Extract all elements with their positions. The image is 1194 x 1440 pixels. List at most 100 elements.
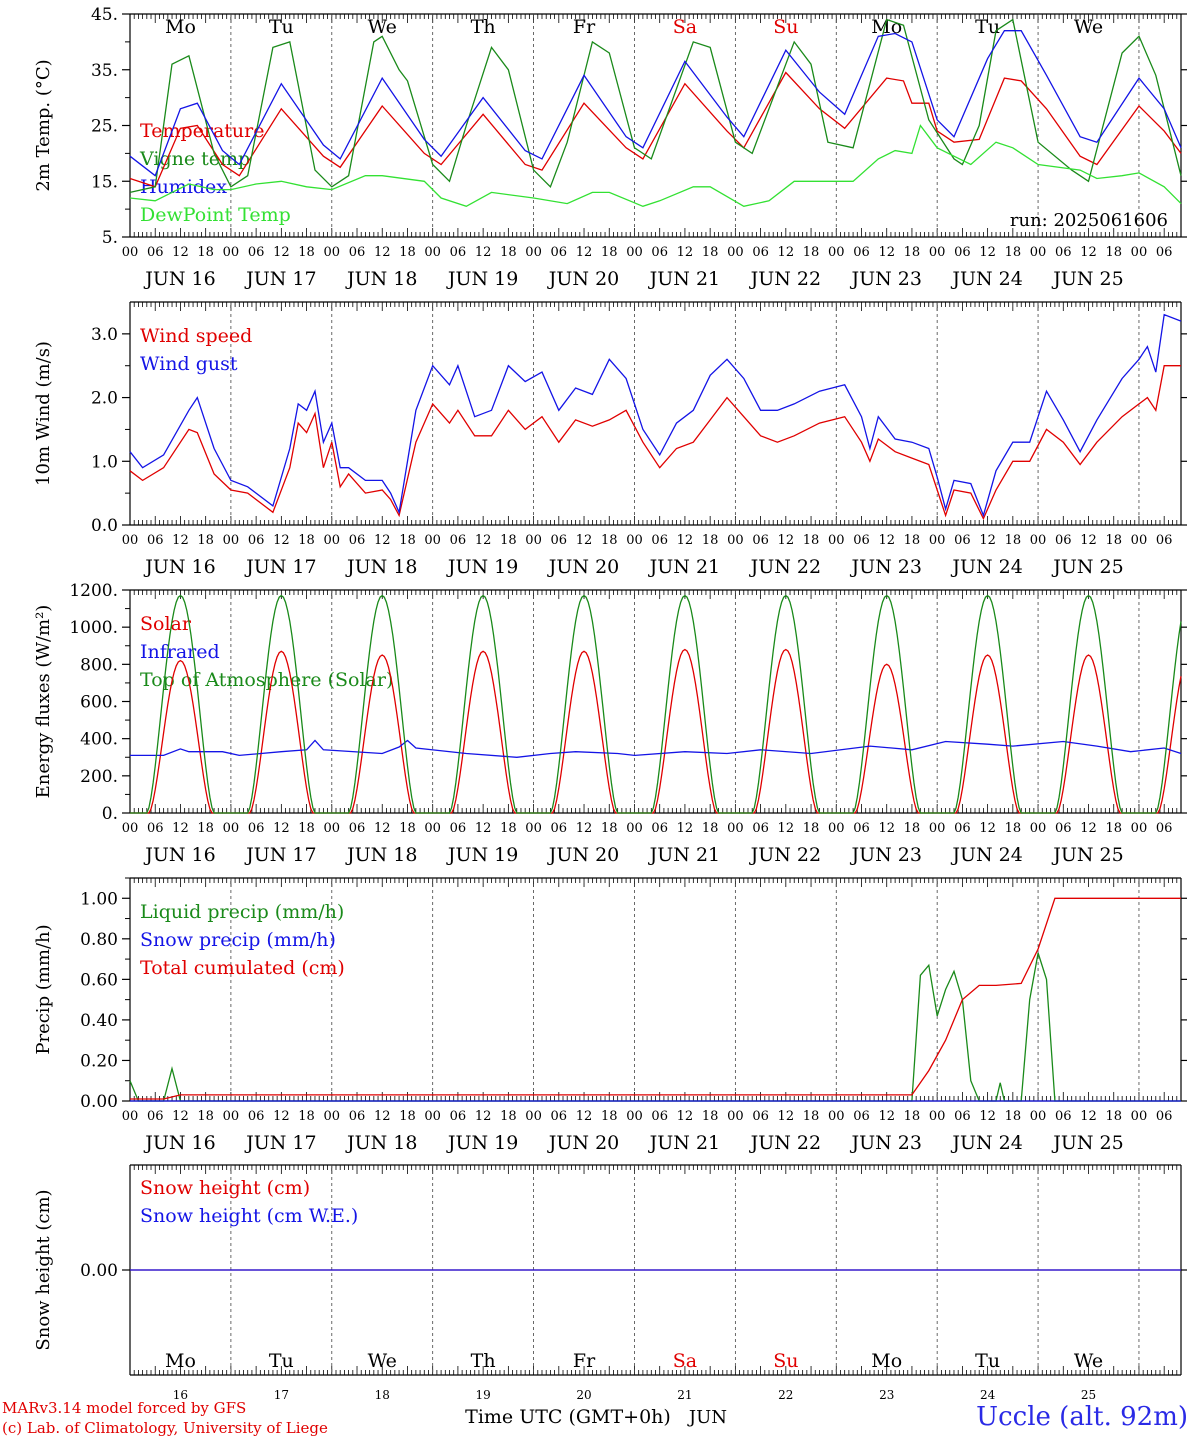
hour-tick-label: 12 [172, 1109, 189, 1124]
hour-tick-label: 06 [752, 821, 769, 836]
hour-tick-label: 00 [424, 533, 441, 548]
weekday-label: We [368, 16, 397, 38]
hour-tick-label: 00 [828, 533, 845, 548]
hour-tick-label: 12 [1080, 533, 1097, 548]
date-label: JUN 22 [749, 844, 821, 866]
hour-tick-label: 00 [727, 533, 744, 548]
hour-tick-label: 00 [929, 1109, 946, 1124]
hour-tick-label: 00 [626, 1109, 643, 1124]
date-label: JUN 20 [547, 268, 619, 290]
hour-tick-label: 12 [778, 533, 795, 548]
hour-tick-label: 12 [677, 245, 694, 260]
day-number-label: 24 [980, 1388, 996, 1402]
date-label: JUN 21 [648, 1132, 720, 1154]
y-axis-label: Precip (mm/h) [33, 924, 54, 1054]
hour-tick-label: 12 [979, 1109, 996, 1124]
legend-entry: Temperature [140, 120, 264, 142]
series-line-red [130, 648, 1182, 814]
day-number-label: 25 [1081, 1388, 1096, 1402]
run-label: run: 2025061606 [1010, 210, 1168, 231]
hour-tick-label: 00 [929, 821, 946, 836]
hour-tick-label: 12 [979, 533, 996, 548]
y-tick-label: 5. [102, 228, 118, 248]
hour-tick-label: 00 [424, 1109, 441, 1124]
hour-tick-label: 06 [349, 821, 366, 836]
series-line-red [129, 365, 1181, 521]
hour-tick-label: 00 [727, 821, 744, 836]
hour-tick-label: 18 [197, 1109, 214, 1124]
hour-tick-label: 00 [324, 245, 341, 260]
hour-tick-label: 18 [601, 1109, 618, 1124]
hour-tick-label: 06 [1156, 533, 1173, 548]
weekday-label: We [368, 1350, 397, 1372]
legend-entry: Solar [140, 613, 192, 635]
date-label: JUN 17 [244, 268, 316, 290]
hour-tick-label: 12 [1080, 245, 1097, 260]
date-label: JUN 23 [849, 844, 921, 866]
hour-tick-label: 00 [1030, 821, 1047, 836]
y-tick-label: 0.00 [80, 1092, 118, 1112]
y-tick-label: 45. [91, 5, 118, 25]
hour-tick-label: 06 [954, 245, 971, 260]
hour-tick-label: 18 [500, 533, 517, 548]
hour-tick-label: 06 [248, 821, 265, 836]
date-label: JUN 23 [849, 268, 921, 290]
hour-tick-label: 18 [702, 533, 719, 548]
hour-tick-label: 12 [172, 821, 189, 836]
hour-tick-label: 00 [1030, 533, 1047, 548]
hour-tick-label: 06 [1055, 1109, 1072, 1124]
weekday-label: Sa [673, 1350, 697, 1372]
weekday-label: Mo [871, 1350, 902, 1372]
y-tick-label: 0.20 [80, 1051, 118, 1071]
hour-tick-label: 00 [727, 1109, 744, 1124]
date-label: JUN 22 [749, 556, 821, 578]
hour-tick-label: 06 [1156, 245, 1173, 260]
hour-tick-label: 06 [853, 1109, 870, 1124]
series-line-green [130, 594, 1182, 814]
hour-tick-label: 06 [1055, 245, 1072, 260]
hour-tick-label: 12 [374, 533, 391, 548]
hour-tick-label: 00 [324, 821, 341, 836]
hour-tick-label: 00 [1131, 821, 1148, 836]
legend-entry: Wind speed [140, 325, 252, 347]
hour-tick-label: 12 [778, 245, 795, 260]
y-axis-label: Snow height (cm) [33, 1189, 54, 1350]
day-number-label: 16 [173, 1388, 188, 1402]
hour-tick-label: 00 [424, 245, 441, 260]
date-label: JUN 22 [749, 1132, 821, 1154]
date-label: JUN 24 [950, 1132, 1022, 1154]
hour-tick-label: 00 [324, 1109, 341, 1124]
hour-tick-label: 00 [828, 821, 845, 836]
hour-tick-label: 06 [752, 1109, 769, 1124]
hour-tick-label: 18 [399, 1109, 416, 1124]
hour-tick-label: 00 [223, 1109, 240, 1124]
hour-tick-label: 06 [248, 1109, 265, 1124]
date-label: JUN 16 [143, 556, 215, 578]
hour-tick-label: 00 [626, 533, 643, 548]
hour-tick-label: 00 [1030, 245, 1047, 260]
hour-tick-label: 18 [1105, 1109, 1122, 1124]
date-label: JUN 20 [547, 1132, 619, 1154]
hour-tick-label: 18 [904, 821, 921, 836]
month-label: JUN [687, 1407, 727, 1428]
legend-entry: Snow precip (mm/h) [140, 929, 336, 951]
hour-tick-label: 06 [450, 821, 467, 836]
hour-tick-label: 12 [878, 245, 895, 260]
y-tick-label: 15. [91, 172, 118, 192]
hour-tick-label: 06 [551, 245, 568, 260]
hour-tick-label: 00 [324, 533, 341, 548]
date-label: JUN 24 [950, 844, 1022, 866]
hour-tick-label: 00 [122, 821, 139, 836]
date-label: JUN 16 [143, 1132, 215, 1154]
hour-tick-label: 12 [576, 533, 593, 548]
hour-tick-label: 18 [500, 821, 517, 836]
y-tick-label: 1000. [69, 618, 118, 638]
hour-tick-label: 06 [551, 1109, 568, 1124]
date-label: JUN 24 [950, 556, 1022, 578]
y-axis-label: Energy fluxes (W/m²) [33, 605, 54, 799]
weekday-label: Tu [269, 16, 294, 38]
y-tick-label: 2.0 [91, 389, 118, 409]
hour-tick-label: 12 [878, 1109, 895, 1124]
hour-tick-label: 18 [904, 1109, 921, 1124]
